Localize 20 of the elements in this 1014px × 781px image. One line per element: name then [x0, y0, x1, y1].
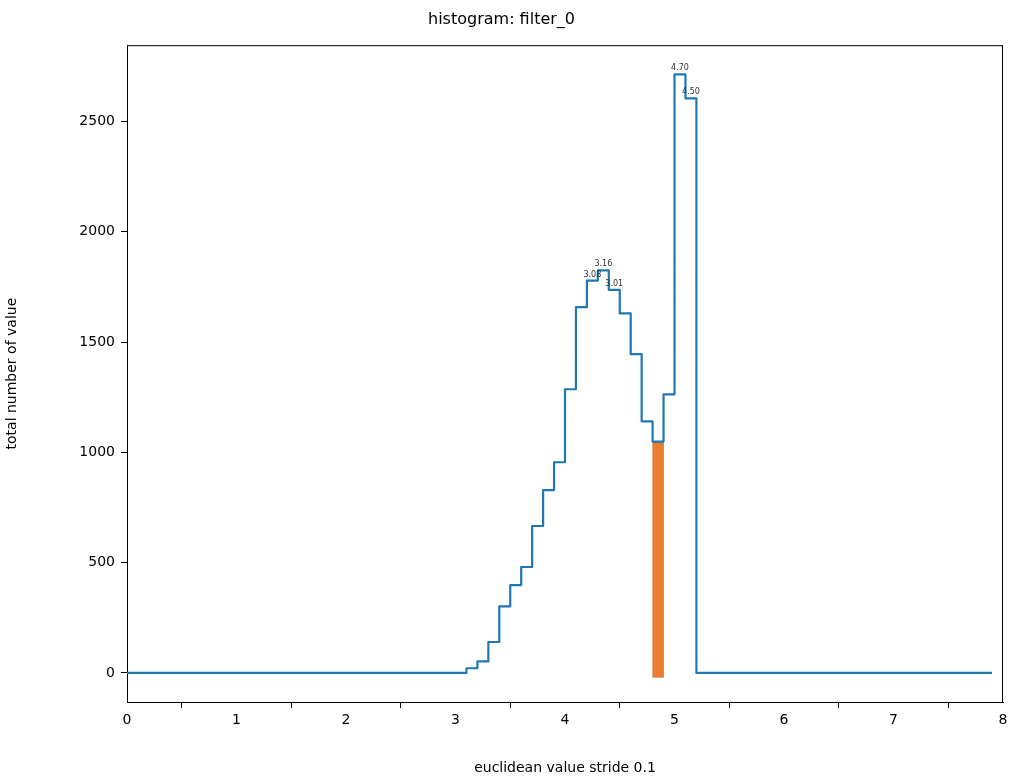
- annotation: 3.16: [594, 259, 613, 269]
- y-tick-label: 1500: [79, 332, 115, 349]
- x-tick-label: 8: [998, 711, 1008, 728]
- x-axis-title: euclidean value stride 0.1: [474, 759, 656, 776]
- x-tick-label: 0: [122, 711, 132, 728]
- y-tick-label: 1000: [79, 442, 115, 459]
- y-tick-label: 2500: [79, 112, 115, 129]
- x-tick-label: 2: [341, 711, 351, 728]
- y-tick-label: 2000: [79, 222, 115, 239]
- x-tick-label: 3: [451, 711, 460, 728]
- y-tick-label: 500: [88, 553, 115, 570]
- x-tick-label: 4: [560, 711, 570, 728]
- x-tick-label: 5: [670, 711, 679, 728]
- y-tick-label: 0: [106, 663, 115, 680]
- chart-title: histogram: filter_0: [428, 8, 575, 29]
- y-axis-title: total number of value: [3, 297, 20, 450]
- x-tick-label: 6: [779, 711, 789, 728]
- x-tick-label: 7: [889, 711, 898, 728]
- annotation: 4.70: [671, 63, 689, 73]
- x-tick-label: 1: [232, 711, 241, 728]
